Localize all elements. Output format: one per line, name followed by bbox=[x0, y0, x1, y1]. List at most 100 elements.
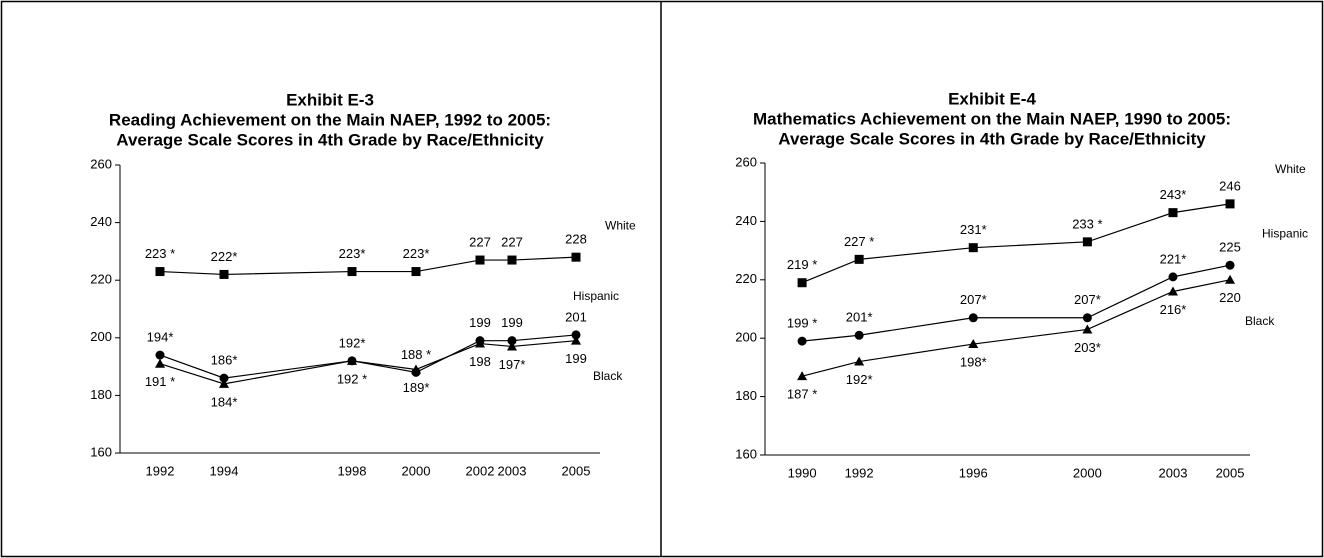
marker bbox=[1225, 260, 1235, 270]
series-name: White bbox=[605, 218, 636, 232]
y-tick-label: 180 bbox=[90, 387, 112, 402]
data-label: 194* bbox=[147, 330, 174, 345]
data-label: 201 bbox=[565, 309, 587, 324]
data-label: 199 bbox=[501, 315, 523, 330]
data-label: 184* bbox=[211, 394, 238, 409]
data-label: 246 bbox=[1219, 178, 1241, 193]
data-label: 219 * bbox=[787, 257, 817, 272]
series-name: Hispanic bbox=[573, 289, 619, 303]
x-tick-label: 2005 bbox=[562, 463, 591, 478]
data-label: 223* bbox=[403, 246, 430, 261]
data-label: 192* bbox=[339, 335, 366, 350]
y-tick-label: 260 bbox=[735, 154, 757, 169]
data-label: 220 bbox=[1219, 290, 1241, 305]
y-tick-label: 180 bbox=[735, 388, 757, 403]
data-label: 199 * bbox=[787, 316, 817, 331]
data-label: 223 * bbox=[145, 246, 175, 261]
marker bbox=[854, 356, 865, 366]
y-tick-label: 260 bbox=[90, 156, 112, 171]
chart-subtitle: Reading Achievement on the Main NAEP, 19… bbox=[109, 110, 551, 129]
chart-title: Exhibit E-4 bbox=[948, 89, 1036, 108]
marker bbox=[968, 243, 978, 253]
y-tick-label: 220 bbox=[735, 271, 757, 286]
marker bbox=[1168, 272, 1178, 282]
chart-title: Exhibit E-3 bbox=[286, 90, 374, 109]
data-label: 227 bbox=[469, 234, 491, 249]
data-label: 231* bbox=[960, 222, 987, 237]
data-label: 233 * bbox=[1072, 216, 1102, 231]
series-name: Black bbox=[1245, 314, 1275, 328]
marker bbox=[797, 336, 807, 346]
x-tick-label: 1996 bbox=[959, 465, 988, 480]
y-tick-label: 220 bbox=[90, 272, 112, 287]
marker bbox=[854, 254, 864, 264]
data-label: 199 bbox=[469, 315, 491, 330]
data-label: 192 * bbox=[337, 371, 367, 386]
marker bbox=[155, 267, 165, 277]
data-label: 207* bbox=[1074, 292, 1101, 307]
y-tick-label: 160 bbox=[735, 446, 757, 461]
x-tick-label: 2000 bbox=[1073, 465, 1102, 480]
data-label: 188 * bbox=[401, 347, 431, 362]
data-label: 189* bbox=[403, 380, 430, 395]
series-name: White bbox=[1275, 162, 1306, 176]
marker bbox=[155, 350, 165, 360]
marker bbox=[507, 255, 517, 265]
marker bbox=[1168, 208, 1178, 218]
y-tick-label: 160 bbox=[90, 444, 112, 459]
marker bbox=[1167, 286, 1178, 296]
data-label: 207* bbox=[960, 292, 987, 307]
x-tick-label: 2000 bbox=[402, 463, 431, 478]
y-tick-label: 200 bbox=[735, 330, 757, 345]
data-label: 186* bbox=[211, 353, 238, 368]
marker bbox=[1082, 324, 1093, 334]
data-label: 191 * bbox=[145, 374, 175, 389]
data-label: 216* bbox=[1160, 302, 1187, 317]
x-tick-label: 2002 bbox=[466, 463, 495, 478]
marker bbox=[411, 267, 421, 277]
series-line bbox=[801, 279, 1231, 377]
x-tick-label: 1994 bbox=[210, 463, 239, 478]
data-label: 227 * bbox=[844, 234, 874, 249]
marker bbox=[797, 278, 807, 288]
marker bbox=[219, 378, 229, 388]
marker bbox=[571, 330, 581, 340]
series-line bbox=[802, 264, 1231, 342]
data-label: 221* bbox=[1160, 251, 1187, 266]
data-label: 198* bbox=[960, 354, 987, 369]
marker bbox=[571, 252, 581, 262]
data-label: 187 * bbox=[787, 387, 817, 402]
data-label: 222* bbox=[211, 249, 238, 264]
x-tick-label: 1990 bbox=[788, 465, 817, 480]
data-label: 199 bbox=[565, 351, 587, 366]
marker bbox=[1082, 313, 1092, 323]
marker bbox=[1225, 274, 1236, 284]
marker bbox=[797, 371, 808, 381]
data-label: 198 bbox=[469, 354, 491, 369]
marker bbox=[1082, 237, 1092, 247]
marker bbox=[968, 313, 978, 323]
marker bbox=[411, 364, 421, 374]
x-tick-label: 1992 bbox=[845, 465, 874, 480]
x-tick-label: 2003 bbox=[1159, 465, 1188, 480]
marker bbox=[347, 355, 357, 365]
x-tick-label: 2005 bbox=[1216, 465, 1245, 480]
x-tick-label: 1992 bbox=[146, 463, 175, 478]
chart-subtitle: Average Scale Scores in 4th Grade by Rac… bbox=[778, 129, 1206, 148]
chart-subtitle: Average Scale Scores in 4th Grade by Rac… bbox=[116, 130, 544, 149]
y-tick-label: 240 bbox=[735, 213, 757, 228]
marker bbox=[1225, 199, 1235, 209]
data-label: 192* bbox=[846, 372, 873, 387]
y-tick-label: 200 bbox=[90, 329, 112, 344]
x-tick-label: 2003 bbox=[498, 463, 527, 478]
marker bbox=[155, 358, 165, 368]
series-line bbox=[801, 203, 1231, 284]
marker bbox=[475, 255, 485, 265]
data-label: 197* bbox=[499, 357, 526, 372]
marker bbox=[968, 339, 979, 349]
y-tick-label: 240 bbox=[90, 214, 112, 229]
data-label: 201* bbox=[846, 310, 873, 325]
